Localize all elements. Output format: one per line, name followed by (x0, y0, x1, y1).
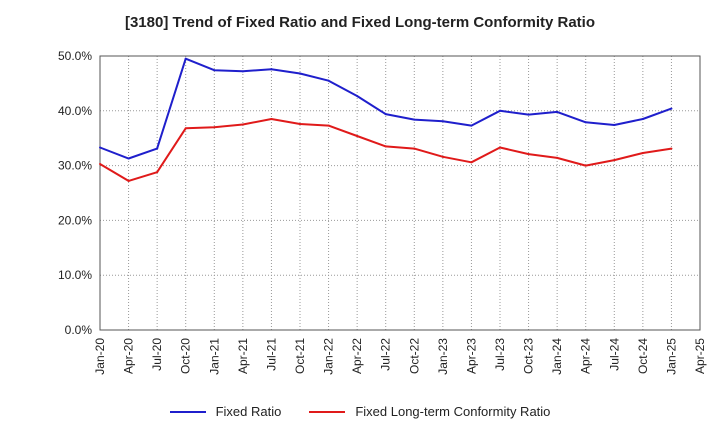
x-tick-label: Jul-20 (150, 338, 164, 371)
data-point (413, 118, 416, 121)
legend-label-fixed-ratio: Fixed Ratio (215, 404, 282, 419)
x-tick-label: Jan-20 (93, 338, 107, 375)
x-tick-label: Apr-20 (122, 338, 136, 374)
data-point (641, 118, 644, 121)
data-point (499, 109, 501, 112)
data-point (670, 107, 673, 110)
data-point (241, 70, 244, 73)
legend-label-fixed-long-term-conformity-ratio: Fixed Long-term Conformity Ratio (355, 404, 551, 419)
x-tick-label: Oct-21 (293, 338, 307, 374)
data-point (99, 146, 101, 149)
x-tick-label: Oct-22 (407, 338, 421, 374)
chart-title: [3180] Trend of Fixed Ratio and Fixed Lo… (124, 14, 596, 31)
data-point (441, 120, 444, 123)
data-point (613, 124, 616, 127)
data-point (384, 145, 387, 148)
x-tick-label: Jan-21 (207, 338, 221, 375)
data-point (156, 171, 159, 174)
data-point (613, 159, 616, 162)
x-tick-label: Oct-23 (522, 338, 536, 374)
data-point (299, 72, 301, 75)
x-tick-label: Oct-24 (636, 338, 650, 374)
data-point (584, 121, 587, 124)
data-point (470, 161, 473, 164)
data-point (384, 113, 387, 116)
legend-swatch-fixed-ratio (169, 410, 206, 413)
data-point (499, 146, 501, 149)
x-tick-label: Jan-24 (550, 338, 564, 375)
chart-legend: Fixed Ratio Fixed Long-term Conformity R… (0, 404, 720, 419)
x-tick-label: Oct-20 (179, 338, 193, 374)
x-tick-label: Jan-25 (664, 338, 678, 375)
data-point (241, 123, 244, 126)
y-tick-label: 40.0% (58, 104, 92, 118)
x-tick-label: Apr-22 (350, 338, 364, 374)
x-tick-label: Apr-23 (464, 338, 478, 374)
y-tick-label: 30.0% (58, 159, 92, 173)
data-point (356, 135, 359, 138)
x-tick-label: Jul-21 (264, 338, 278, 371)
x-tick-label: Jan-22 (322, 338, 336, 375)
data-point (670, 147, 673, 150)
data-point (470, 124, 473, 127)
x-tick-label: Apr-21 (236, 338, 250, 374)
data-point (127, 157, 130, 160)
data-point (527, 153, 530, 156)
x-tick-label: Jul-23 (493, 338, 507, 371)
data-point (99, 162, 101, 165)
data-point (441, 155, 444, 158)
data-point (184, 57, 187, 60)
legend-swatch-fixed-long-term-conformity-ratio (309, 410, 346, 413)
data-point (299, 122, 301, 125)
x-tick-label: Apr-24 (579, 338, 593, 374)
data-point (156, 147, 159, 150)
legend-item-fixed-ratio[interactable]: Fixed Ratio (169, 404, 282, 419)
data-point (127, 179, 130, 182)
data-point (270, 68, 273, 71)
y-tick-label: 20.0% (58, 213, 92, 227)
data-point (213, 126, 216, 129)
x-tick-label: Apr-25 (693, 338, 707, 374)
plot-frame (99, 55, 701, 331)
data-point (413, 147, 416, 150)
data-point (527, 113, 530, 116)
data-point (184, 127, 187, 130)
data-point (213, 69, 216, 72)
data-point (356, 95, 359, 98)
x-tick-label: Jan-23 (436, 338, 450, 375)
y-tick-label: 10.0% (58, 268, 92, 282)
legend-item-fixed-long-term-conformity-ratio[interactable]: Fixed Long-term Conformity Ratio (309, 404, 550, 419)
data-point (270, 118, 273, 121)
data-point (556, 110, 559, 113)
y-tick-label: 50.0% (58, 49, 92, 63)
data-point (584, 164, 587, 167)
x-tick-label: Jul-24 (607, 338, 621, 371)
data-point (327, 79, 330, 82)
data-point (327, 124, 330, 127)
x-tick-label: Jul-22 (379, 338, 393, 371)
y-tick-label: 0.0% (65, 323, 93, 337)
data-point (641, 151, 644, 154)
data-point (556, 156, 559, 159)
